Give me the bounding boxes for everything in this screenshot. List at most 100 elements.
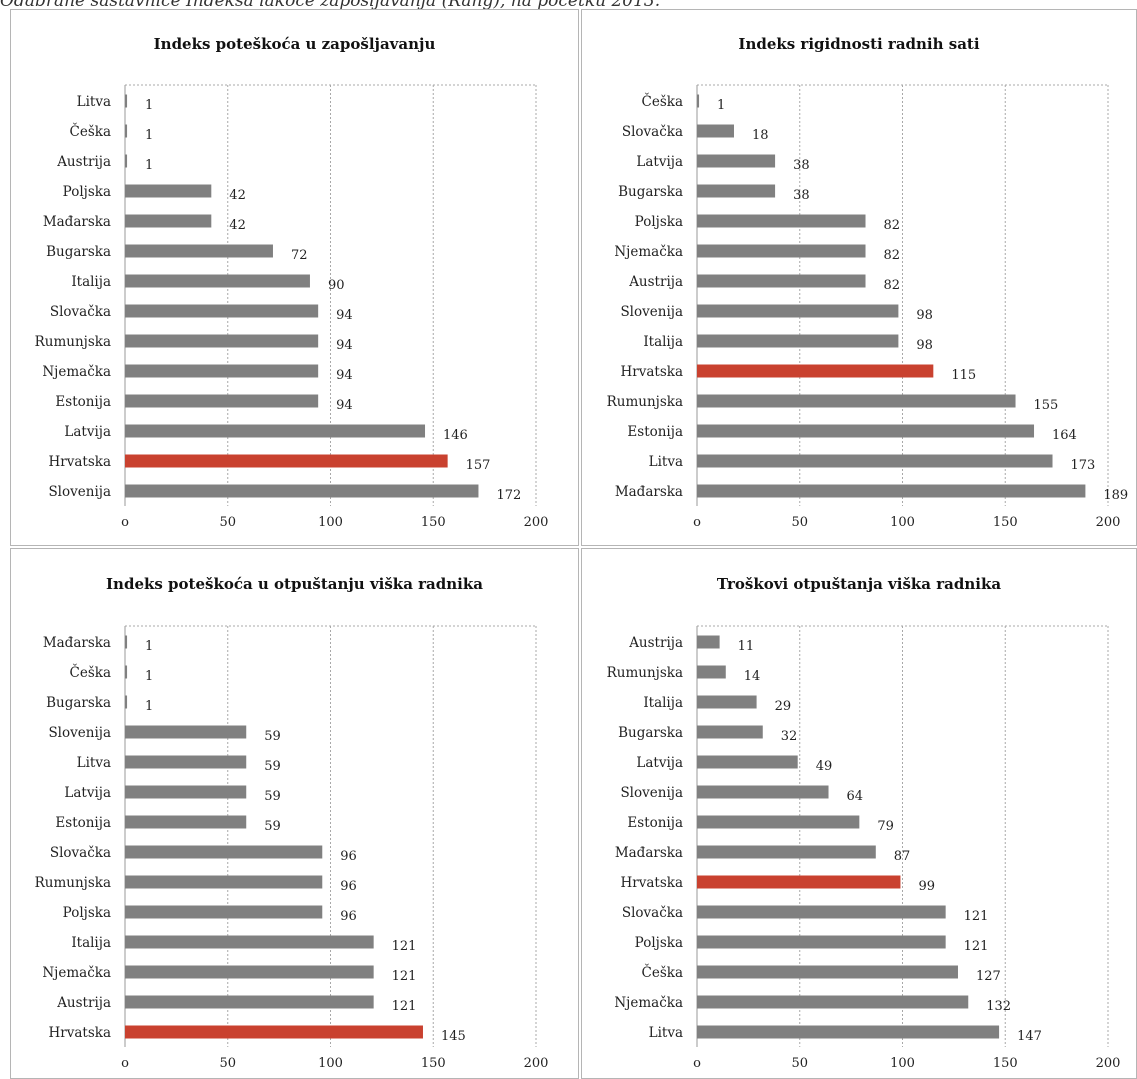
chart-title: Indeks poteškoća u otpuštanju viška radn… bbox=[106, 575, 483, 593]
bar bbox=[125, 394, 319, 408]
category-label: Mađarska bbox=[615, 845, 683, 861]
category-label: Rumunjska bbox=[607, 394, 683, 410]
category-label: Austrija bbox=[628, 635, 683, 651]
value-label: 79 bbox=[877, 819, 894, 834]
category-label: Estonija bbox=[627, 815, 683, 831]
value-label: 11 bbox=[738, 639, 755, 654]
category-label: Litva bbox=[77, 755, 111, 771]
category-label: Estonija bbox=[55, 394, 111, 410]
x-tick-label: 100 bbox=[318, 515, 343, 530]
category-label: Litva bbox=[77, 94, 111, 110]
bar bbox=[125, 154, 128, 168]
x-tick-label: 50 bbox=[791, 515, 808, 530]
bar bbox=[697, 905, 946, 919]
value-label: 1 bbox=[145, 669, 153, 684]
value-label: 189 bbox=[1103, 488, 1128, 503]
category-label: Italija bbox=[643, 334, 683, 350]
bar bbox=[697, 124, 734, 138]
value-label: 96 bbox=[340, 879, 357, 894]
value-label: 147 bbox=[1017, 1029, 1042, 1044]
x-tick-label: o bbox=[693, 515, 701, 530]
chart-panel-hiring-difficulty: Indeks poteškoća u zapošljavanju o 50 100 15… bbox=[10, 9, 579, 546]
value-label: 1 bbox=[145, 699, 153, 714]
category-label: Rumunjska bbox=[35, 334, 111, 350]
category-label: Latvija bbox=[64, 424, 111, 440]
bar bbox=[125, 334, 319, 348]
category-label: Mađarska bbox=[43, 214, 111, 230]
value-label: 59 bbox=[264, 819, 281, 834]
category-label: Mađarska bbox=[615, 484, 683, 500]
value-label: 82 bbox=[884, 278, 901, 293]
bar bbox=[697, 725, 763, 739]
category-label: Slovačka bbox=[50, 304, 111, 320]
category-label: Češka bbox=[642, 964, 683, 981]
category-label: Bugarska bbox=[46, 695, 111, 711]
chart-panel-redundancy-costs: Troškovi otpuštanja viška radnika o 50 100 1… bbox=[581, 548, 1137, 1079]
category-label: Slovačka bbox=[622, 124, 683, 140]
bar bbox=[697, 244, 866, 258]
value-label: 94 bbox=[336, 398, 353, 413]
category-label: Slovenija bbox=[620, 304, 683, 320]
chart-title: Troškovi otpuštanja viška radnika bbox=[717, 575, 1001, 593]
category-label: Austrija bbox=[56, 995, 111, 1011]
category-label: Italija bbox=[643, 695, 683, 711]
bar bbox=[697, 965, 958, 979]
category-label: Estonija bbox=[627, 424, 683, 440]
value-label: 90 bbox=[328, 278, 345, 293]
category-label: Slovačka bbox=[50, 845, 111, 861]
bar bbox=[697, 394, 1016, 408]
bar bbox=[697, 785, 829, 799]
value-label: 94 bbox=[336, 368, 353, 383]
category-label: Austrija bbox=[56, 154, 111, 170]
value-label: 32 bbox=[781, 729, 798, 744]
value-label: 94 bbox=[336, 338, 353, 353]
value-label: 121 bbox=[392, 969, 417, 984]
bar bbox=[125, 94, 128, 108]
bar bbox=[125, 695, 128, 709]
x-tick-label: 100 bbox=[318, 1056, 343, 1071]
category-label: Austrija bbox=[628, 274, 683, 290]
value-label: 1 bbox=[145, 158, 153, 173]
bar bbox=[697, 995, 969, 1009]
value-label: 59 bbox=[264, 729, 281, 744]
value-label: 72 bbox=[291, 248, 308, 263]
value-label: 1 bbox=[717, 98, 725, 113]
value-label: 82 bbox=[884, 248, 901, 263]
bar bbox=[125, 995, 374, 1009]
category-label: Poljska bbox=[63, 184, 111, 200]
chart-title: Indeks poteškoća u zapošljavanju bbox=[154, 35, 436, 53]
bar bbox=[697, 334, 899, 348]
value-label: 121 bbox=[392, 999, 417, 1014]
bar bbox=[697, 635, 720, 649]
value-label: 146 bbox=[443, 428, 468, 443]
bar bbox=[125, 304, 319, 318]
x-tick-label: o bbox=[121, 1056, 129, 1071]
value-label: 42 bbox=[229, 218, 246, 233]
bar bbox=[697, 845, 876, 859]
value-label: 98 bbox=[916, 338, 933, 353]
x-tick-label: 200 bbox=[524, 515, 549, 530]
category-label: Češka bbox=[642, 93, 683, 110]
value-label: 82 bbox=[884, 218, 901, 233]
bar bbox=[697, 94, 700, 108]
value-label: 38 bbox=[793, 158, 810, 173]
bar bbox=[125, 785, 247, 799]
value-label: 14 bbox=[744, 669, 761, 684]
bar bbox=[125, 364, 319, 378]
x-tick-label: 50 bbox=[219, 515, 236, 530]
value-label: 18 bbox=[752, 128, 769, 143]
bar bbox=[697, 484, 1086, 498]
bar bbox=[697, 815, 860, 829]
bar bbox=[125, 725, 247, 739]
bar bbox=[125, 635, 128, 649]
bar bbox=[125, 845, 323, 859]
value-label: 164 bbox=[1052, 428, 1077, 443]
value-label: 121 bbox=[392, 939, 417, 954]
category-label: Njemačka bbox=[614, 995, 683, 1011]
x-tick-label: 150 bbox=[993, 1056, 1018, 1071]
x-tick-label: 150 bbox=[421, 1056, 446, 1071]
x-tick-label: 150 bbox=[993, 515, 1018, 530]
value-label: 172 bbox=[496, 488, 521, 503]
bar bbox=[697, 755, 798, 769]
value-label: 96 bbox=[340, 849, 357, 864]
